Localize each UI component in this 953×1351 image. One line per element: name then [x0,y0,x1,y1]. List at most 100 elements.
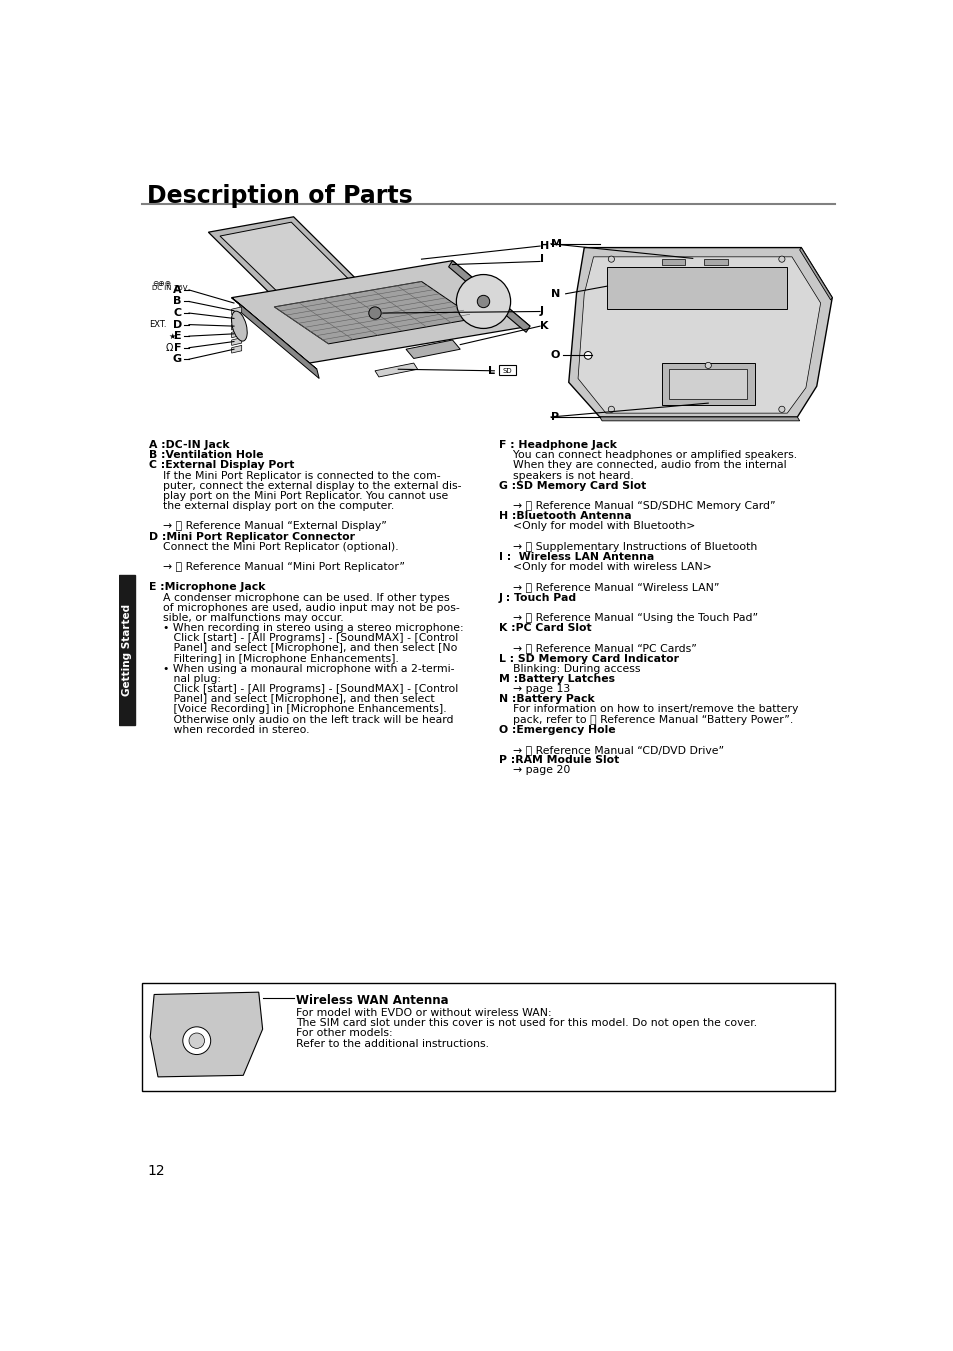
Text: Click [start] - [All Programs] - [SoundMAX] - [Control: Click [start] - [All Programs] - [SoundM… [149,684,457,694]
Text: B: B [173,296,181,307]
Circle shape [476,296,489,308]
Text: L: L [488,366,495,376]
Text: →  Supplementary Instructions of Bluetooth: →  Supplementary Instructions of Blueto… [498,542,757,551]
Polygon shape [220,222,354,297]
Text: For other models:: For other models: [295,1028,393,1039]
Text: M: M [550,239,561,249]
Bar [498,365,516,376]
Text: E: E [173,331,181,342]
Text: Click [start] - [All Programs] - [SoundMAX] - [Control: Click [start] - [All Programs] - [SoundM… [149,634,457,643]
Polygon shape [607,267,786,309]
Text: If the Mini Port Replicator is connected to the com-: If the Mini Port Replicator is connected… [149,470,440,481]
Polygon shape [232,261,530,363]
Text: <Only for model with Bluetooth>: <Only for model with Bluetooth> [498,521,695,531]
Text: EXT.: EXT. [149,320,166,330]
Text: Panel] and select [Microphone], and then select [No: Panel] and select [Microphone], and then… [149,643,456,654]
Text: N: N [550,289,559,299]
Text: →  Reference Manual “CD/DVD Drive”: →  Reference Manual “CD/DVD Drive” [498,744,723,755]
Text: K: K [539,322,548,331]
Text: You can connect headphones or amplified speakers.: You can connect headphones or amplified … [498,450,797,461]
Text: O :Emergency Hole: O :Emergency Hole [498,724,615,735]
Text: F: F [173,343,181,353]
Circle shape [456,274,510,328]
Text: [Voice Recording] in [Microphone Enhancements].: [Voice Recording] in [Microphone Enhance… [149,704,446,715]
Text: Description of Parts: Description of Parts [147,185,413,208]
Bar [703,259,727,265]
Text: when recorded in stereo.: when recorded in stereo. [149,724,309,735]
Circle shape [778,257,784,262]
Text: of microphones are used, audio input may not be pos-: of microphones are used, audio input may… [149,603,459,613]
Text: G :SD Memory Card Slot: G :SD Memory Card Slot [498,481,645,490]
Text: sible, or malfunctions may occur.: sible, or malfunctions may occur. [149,613,343,623]
Polygon shape [661,363,754,405]
Circle shape [778,407,784,412]
Text: L : SD Memory Card Indicator: L : SD Memory Card Indicator [498,654,679,663]
Text: ⊖⊕⊕: ⊖⊕⊕ [152,278,171,288]
Circle shape [369,307,381,319]
Text: Filtering] in [Microphone Enhancements].: Filtering] in [Microphone Enhancements]. [149,654,398,663]
Text: C: C [173,308,181,317]
Text: A: A [172,285,181,295]
Polygon shape [232,297,316,369]
Text: G: G [172,354,182,365]
Text: →  Reference Manual “External Display”: →  Reference Manual “External Display” [149,521,386,531]
Text: Connect the Mini Port Replicator (optional).: Connect the Mini Port Replicator (option… [149,542,398,551]
Polygon shape [232,315,241,323]
Circle shape [183,1027,211,1055]
Circle shape [704,362,711,369]
Text: P :RAM Module Slot: P :RAM Module Slot [498,755,618,765]
Text: play port on the Mini Port Replicator. You cannot use: play port on the Mini Port Replicator. Y… [149,490,448,501]
Ellipse shape [232,311,247,340]
Text: Blinking: During access: Blinking: During access [498,663,639,674]
Text: <Only for model with wireless LAN>: <Only for model with wireless LAN> [498,562,711,571]
Text: H: H [539,240,549,251]
Polygon shape [239,304,319,378]
Text: →  Reference Manual “Using the Touch Pad”: →  Reference Manual “Using the Touch Pa… [498,613,758,623]
Polygon shape [375,363,417,377]
Text: M :Battery Latches: M :Battery Latches [498,674,615,684]
Polygon shape [448,261,530,332]
Polygon shape [568,247,831,417]
Text: Wireless WAN Antenna: Wireless WAN Antenna [295,994,448,1006]
Text: • When recording in stereo using a stereo microphone:: • When recording in stereo using a stere… [149,623,463,634]
Polygon shape [578,257,820,413]
Text: →  Reference Manual “SD/SDHC Memory Card”: →  Reference Manual “SD/SDHC Memory Car… [498,501,775,511]
Polygon shape [232,338,241,346]
Text: A :DC-IN Jack: A :DC-IN Jack [149,440,229,450]
Text: 12: 12 [147,1163,165,1178]
Text: →  Reference Manual “Mini Port Replicator”: →  Reference Manual “Mini Port Replicat… [149,562,404,571]
Text: J: J [539,307,543,316]
Polygon shape [232,330,241,338]
Text: Ω: Ω [166,343,173,353]
Text: DC IN 16V: DC IN 16V [152,285,187,290]
Text: When they are connected, audio from the internal: When they are connected, audio from the … [498,461,786,470]
Text: E :Microphone Jack: E :Microphone Jack [149,582,265,592]
Text: The SIM card slot under this cover is not used for this model. Do not open the c: The SIM card slot under this cover is no… [295,1017,757,1028]
Bar [661,259,684,265]
Circle shape [189,1034,204,1048]
Polygon shape [799,247,831,300]
Text: K :PC Card Slot: K :PC Card Slot [498,623,591,634]
Text: speakers is not heard.: speakers is not heard. [498,470,633,481]
Text: → page 13: → page 13 [498,684,570,694]
Circle shape [608,407,614,412]
Polygon shape [150,992,262,1077]
Circle shape [583,351,592,359]
Text: → page 20: → page 20 [498,765,570,775]
Text: D: D [172,320,182,330]
Polygon shape [232,346,241,353]
Text: H :Bluetooth Antenna: H :Bluetooth Antenna [498,511,631,521]
Text: A condenser microphone can be used. If other types: A condenser microphone can be used. If o… [149,593,449,603]
Text: Panel] and select [Microphone], and then select: Panel] and select [Microphone], and then… [149,694,434,704]
Text: J : Touch Pad: J : Touch Pad [498,593,577,603]
Polygon shape [232,323,241,330]
Text: • When using a monaural microphone with a 2-termi-: • When using a monaural microphone with … [149,663,454,674]
Circle shape [608,257,614,262]
Polygon shape [669,369,746,400]
Text: B :Ventilation Hole: B :Ventilation Hole [149,450,263,461]
Text: O: O [550,350,559,361]
Polygon shape [406,340,459,358]
Polygon shape [599,417,799,422]
Text: P: P [550,412,558,422]
Text: I: I [539,254,543,265]
